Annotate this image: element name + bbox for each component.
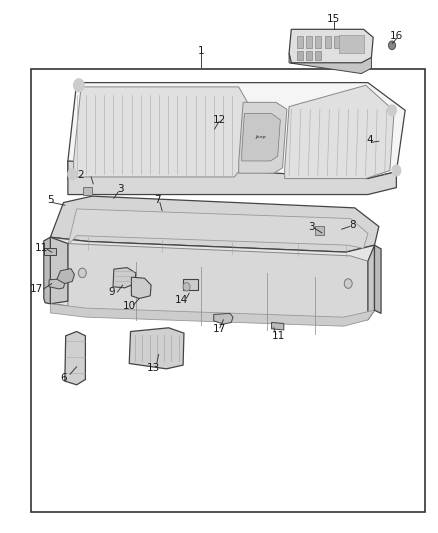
Bar: [297, 51, 303, 60]
Polygon shape: [289, 53, 371, 74]
Text: 3: 3: [117, 184, 124, 194]
Circle shape: [388, 105, 396, 116]
Text: 9: 9: [108, 287, 115, 297]
Polygon shape: [74, 87, 247, 177]
Polygon shape: [68, 161, 396, 195]
Polygon shape: [368, 245, 374, 320]
Polygon shape: [68, 83, 405, 179]
Circle shape: [68, 169, 77, 180]
Polygon shape: [65, 332, 85, 385]
Bar: [334, 36, 340, 48]
Text: 8: 8: [349, 220, 356, 230]
Circle shape: [78, 268, 86, 278]
Polygon shape: [50, 304, 374, 326]
Polygon shape: [272, 322, 284, 330]
Polygon shape: [374, 245, 381, 313]
Circle shape: [389, 41, 396, 50]
Text: Jeep: Jeep: [255, 135, 266, 139]
Text: 3: 3: [307, 222, 314, 231]
Bar: [339, 35, 364, 53]
Text: 4: 4: [367, 135, 374, 145]
Circle shape: [74, 79, 84, 92]
Polygon shape: [44, 237, 50, 304]
Bar: [31, 69, 425, 512]
Bar: [315, 51, 321, 60]
Text: 11: 11: [272, 331, 285, 341]
Polygon shape: [242, 114, 280, 161]
Polygon shape: [68, 244, 368, 324]
Polygon shape: [68, 209, 368, 248]
Text: 17: 17: [30, 284, 43, 294]
Circle shape: [183, 282, 190, 291]
Bar: [315, 36, 321, 48]
Bar: [306, 51, 312, 60]
Polygon shape: [49, 279, 65, 289]
Circle shape: [344, 279, 352, 288]
Text: 1: 1: [198, 46, 205, 55]
Text: 7: 7: [154, 196, 161, 205]
Polygon shape: [131, 277, 151, 298]
Polygon shape: [44, 248, 56, 255]
Text: 10: 10: [123, 302, 136, 311]
Text: 15: 15: [327, 14, 340, 24]
Bar: [325, 36, 331, 48]
Polygon shape: [50, 237, 374, 317]
Text: 5: 5: [47, 196, 54, 205]
Bar: [83, 187, 92, 195]
Text: 16: 16: [390, 31, 403, 41]
Text: 12: 12: [212, 115, 226, 125]
Polygon shape: [289, 29, 373, 63]
Polygon shape: [113, 268, 136, 288]
Polygon shape: [285, 85, 394, 179]
Text: 6: 6: [60, 374, 67, 383]
Polygon shape: [50, 196, 379, 252]
Bar: [297, 36, 303, 48]
Text: 13: 13: [147, 363, 160, 373]
Bar: [183, 279, 198, 290]
Text: 11: 11: [35, 243, 48, 253]
Bar: [315, 226, 324, 235]
Polygon shape: [57, 269, 74, 284]
Text: 14: 14: [175, 295, 188, 305]
Polygon shape: [239, 102, 287, 173]
Bar: [306, 36, 312, 48]
Polygon shape: [214, 313, 233, 324]
Text: 2: 2: [78, 170, 85, 180]
Polygon shape: [50, 237, 68, 304]
Text: 17: 17: [212, 325, 226, 334]
Polygon shape: [129, 328, 184, 369]
Circle shape: [392, 165, 401, 176]
